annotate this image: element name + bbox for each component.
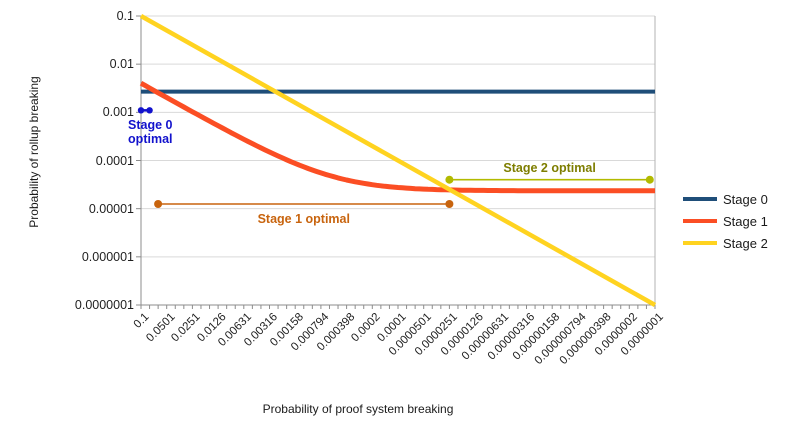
x-axis-title: Probability of proof system breaking	[262, 402, 454, 416]
legend-swatch-stage-2	[683, 241, 717, 245]
y-axis-tick-label: 0.1	[116, 9, 134, 23]
legend-item-stage-0: Stage 0	[683, 188, 768, 210]
annotation-dot	[146, 107, 153, 114]
annotation-stage-1-optimal: Stage 1 optimal	[257, 211, 350, 226]
legend-label-stage-1: Stage 1	[723, 213, 768, 229]
legend: Stage 0 Stage 1 Stage 2	[683, 188, 768, 254]
y-axis-tick-label: 0.0001	[95, 153, 134, 168]
legend-label-stage-2: Stage 2	[723, 235, 768, 251]
annotation-dot	[645, 175, 654, 184]
annotation-dot	[154, 200, 163, 208]
annotation-stage-0-optimal-line-2: optimal	[128, 132, 173, 147]
legend-label-stage-0: Stage 0	[723, 191, 768, 207]
annotation-stage-0-optimal-line-1: Stage 0	[128, 118, 173, 133]
legend-item-stage-1: Stage 1	[683, 210, 768, 232]
legend-swatch-stage-0	[683, 197, 717, 201]
annotation-stage-0-optimal: Stage 0 optimal	[128, 118, 172, 146]
annotation-dot	[445, 175, 454, 184]
annotation-dot	[137, 107, 145, 114]
annotation-stage-2-optimal: Stage 2 optimal	[503, 160, 596, 175]
y-axis-tick-label: 0.00001	[88, 201, 134, 216]
series-line-stage-1	[139, 81, 655, 194]
series-line-stage-2	[139, 14, 657, 307]
y-axis-tick-label: 0.0000001	[74, 298, 134, 312]
y-axis-tick-label: 0.001	[102, 105, 134, 120]
legend-swatch-stage-1	[683, 219, 717, 223]
y-axis-tick-label: 0.01	[109, 57, 134, 72]
annotation-dot	[445, 200, 454, 208]
legend-item-stage-2: Stage 2	[683, 232, 768, 254]
y-axis-tick-label: 0.000001	[81, 249, 134, 264]
